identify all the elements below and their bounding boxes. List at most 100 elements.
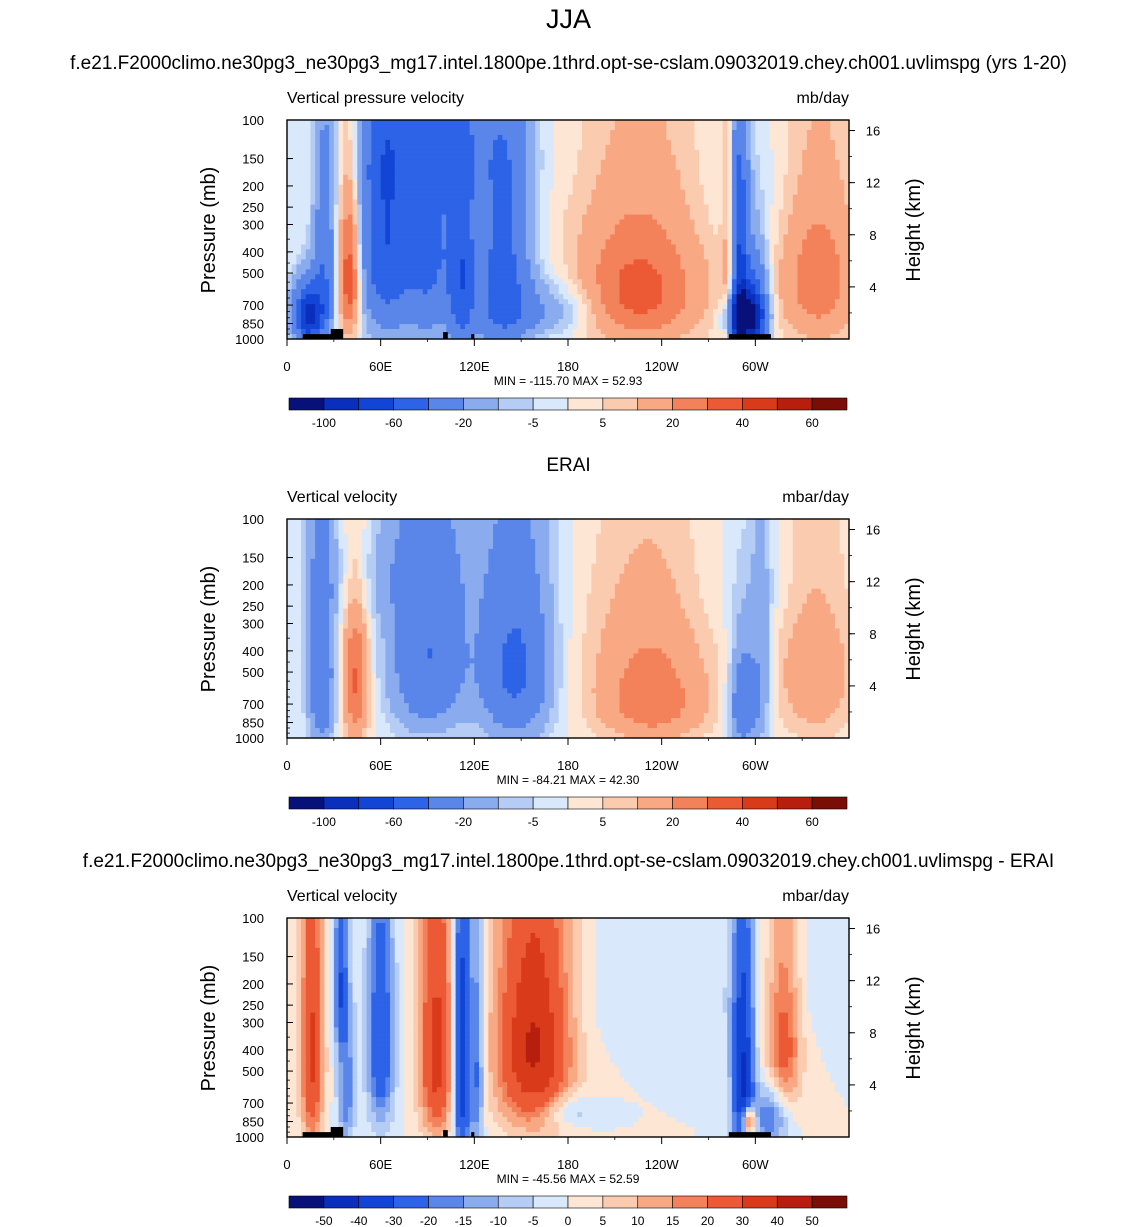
y-tick-label: 100	[242, 512, 264, 527]
colorbar-box	[288, 1195, 325, 1209]
colorbar-box	[602, 796, 639, 810]
y2-tick-label: 16	[866, 124, 880, 139]
colorbar-box	[637, 796, 673, 810]
y2-tick-label: 4	[869, 1078, 876, 1093]
colorbar-box	[323, 1195, 360, 1209]
panel2-header: ERAI	[546, 455, 591, 476]
y-tick-label: 200	[242, 179, 264, 194]
y2-tick-label: 8	[869, 627, 876, 642]
y2-tick-label: 16	[866, 523, 880, 538]
colorbar-label: 20	[666, 815, 680, 829]
x-tick-label: 120W	[645, 758, 680, 773]
x-tick-label: 60E	[369, 758, 392, 773]
min-max-stats: MIN = -45.56 MAX = 52.59	[497, 1172, 640, 1186]
colorbar-box	[497, 1195, 534, 1209]
y-tick-label: 200	[242, 977, 264, 992]
colorbar-label: 40	[771, 1214, 785, 1227]
topography-block	[443, 332, 448, 339]
y-axis-label: Pressure (mb)	[198, 965, 220, 1092]
colorbar-box	[288, 796, 325, 810]
main-title: JJA	[545, 4, 591, 34]
colorbar-box	[497, 397, 534, 411]
y2-tick-label: 12	[866, 974, 880, 989]
y-tick-label: 150	[242, 551, 264, 566]
colorbar-box	[358, 1195, 394, 1209]
y2-tick-label: 12	[866, 575, 880, 590]
colorbar-label: -100	[312, 815, 336, 829]
colorbar-box	[393, 796, 429, 810]
y-tick-label: 850	[242, 317, 264, 332]
panel-units-label: mbar/day	[782, 888, 849, 905]
contour-field	[287, 918, 850, 1138]
y-tick-label: 150	[242, 152, 264, 167]
colorbar-label: 60	[805, 416, 819, 430]
colorbar-box	[358, 397, 394, 411]
colorbar-box	[637, 397, 673, 411]
y-tick-label: 1000	[235, 1130, 264, 1145]
colorbar-label: 15	[666, 1214, 680, 1227]
y-tick-label: 400	[242, 1043, 264, 1058]
x-tick-label: 120E	[459, 1157, 490, 1172]
y-tick-label: 200	[242, 578, 264, 593]
topography-block	[330, 328, 344, 339]
x-tick-label: 120E	[459, 359, 490, 374]
colorbar-label: 20	[666, 416, 680, 430]
topography-block	[471, 334, 475, 339]
colorbar-label: -60	[385, 815, 403, 829]
colorbar-label: -20	[455, 416, 473, 430]
colorbar-box	[567, 397, 604, 411]
colorbar-box	[463, 1195, 499, 1209]
min-max-stats: MIN = -115.70 MAX = 52.93	[494, 374, 643, 388]
colorbar-box	[672, 1195, 708, 1209]
topography-block	[728, 1132, 771, 1137]
x-tick-label: 0	[283, 1157, 290, 1172]
topography-block	[471, 1132, 475, 1137]
y-tick-label: 150	[242, 950, 264, 965]
colorbar-box	[323, 397, 360, 411]
colorbar-label: -60	[385, 416, 403, 430]
x-tick-label: 0	[283, 758, 290, 773]
topography-block	[330, 1126, 344, 1137]
y2-axis-label: Height (km)	[903, 577, 925, 680]
y2-tick-label: 8	[869, 228, 876, 243]
y-tick-label: 100	[242, 113, 264, 128]
colorbar-label: 20	[701, 1214, 715, 1227]
y-tick-label: 300	[242, 1015, 264, 1030]
y2-axis-label: Height (km)	[903, 178, 925, 281]
x-tick-label: 60W	[742, 1157, 769, 1172]
colorbar-label: -100	[312, 416, 336, 430]
x-tick-label: 180	[557, 359, 579, 374]
colorbar-label: -50	[315, 1214, 333, 1227]
x-tick-label: 180	[557, 758, 579, 773]
x-tick-label: 60E	[369, 1157, 392, 1172]
colorbar-box	[532, 1195, 569, 1209]
colorbar-box	[707, 1195, 743, 1209]
colorbar-label: -20	[420, 1214, 438, 1227]
topography-block	[302, 1132, 341, 1137]
colorbar-box	[742, 397, 778, 411]
y-tick-label: 500	[242, 266, 264, 281]
colorbar-box	[707, 397, 743, 411]
colorbar-box	[288, 397, 325, 411]
y-tick-label: 500	[242, 665, 264, 680]
colorbar-label: -10	[490, 1214, 508, 1227]
colorbar-box	[428, 796, 464, 810]
colorbar-label: -5	[528, 416, 539, 430]
y2-tick-label: 4	[869, 280, 876, 295]
y-axis-label: Pressure (mb)	[198, 566, 220, 693]
colorbar-box	[742, 796, 778, 810]
panel3-header: f.e21.F2000climo.ne30pg3_ne30pg3_mg17.in…	[82, 851, 1055, 872]
colorbar-label: 40	[736, 815, 750, 829]
colorbar-label: 0	[565, 1214, 572, 1227]
colorbar-label: 5	[600, 815, 607, 829]
y-tick-label: 300	[242, 217, 264, 232]
y2-tick-label: 12	[866, 176, 880, 191]
x-tick-label: 60W	[742, 359, 769, 374]
colorbar-label: -15	[455, 1214, 473, 1227]
colorbar-label: -5	[528, 815, 539, 829]
x-tick-label: 120E	[459, 758, 490, 773]
colorbar-label: -30	[385, 1214, 403, 1227]
x-tick-label: 120W	[645, 1157, 680, 1172]
